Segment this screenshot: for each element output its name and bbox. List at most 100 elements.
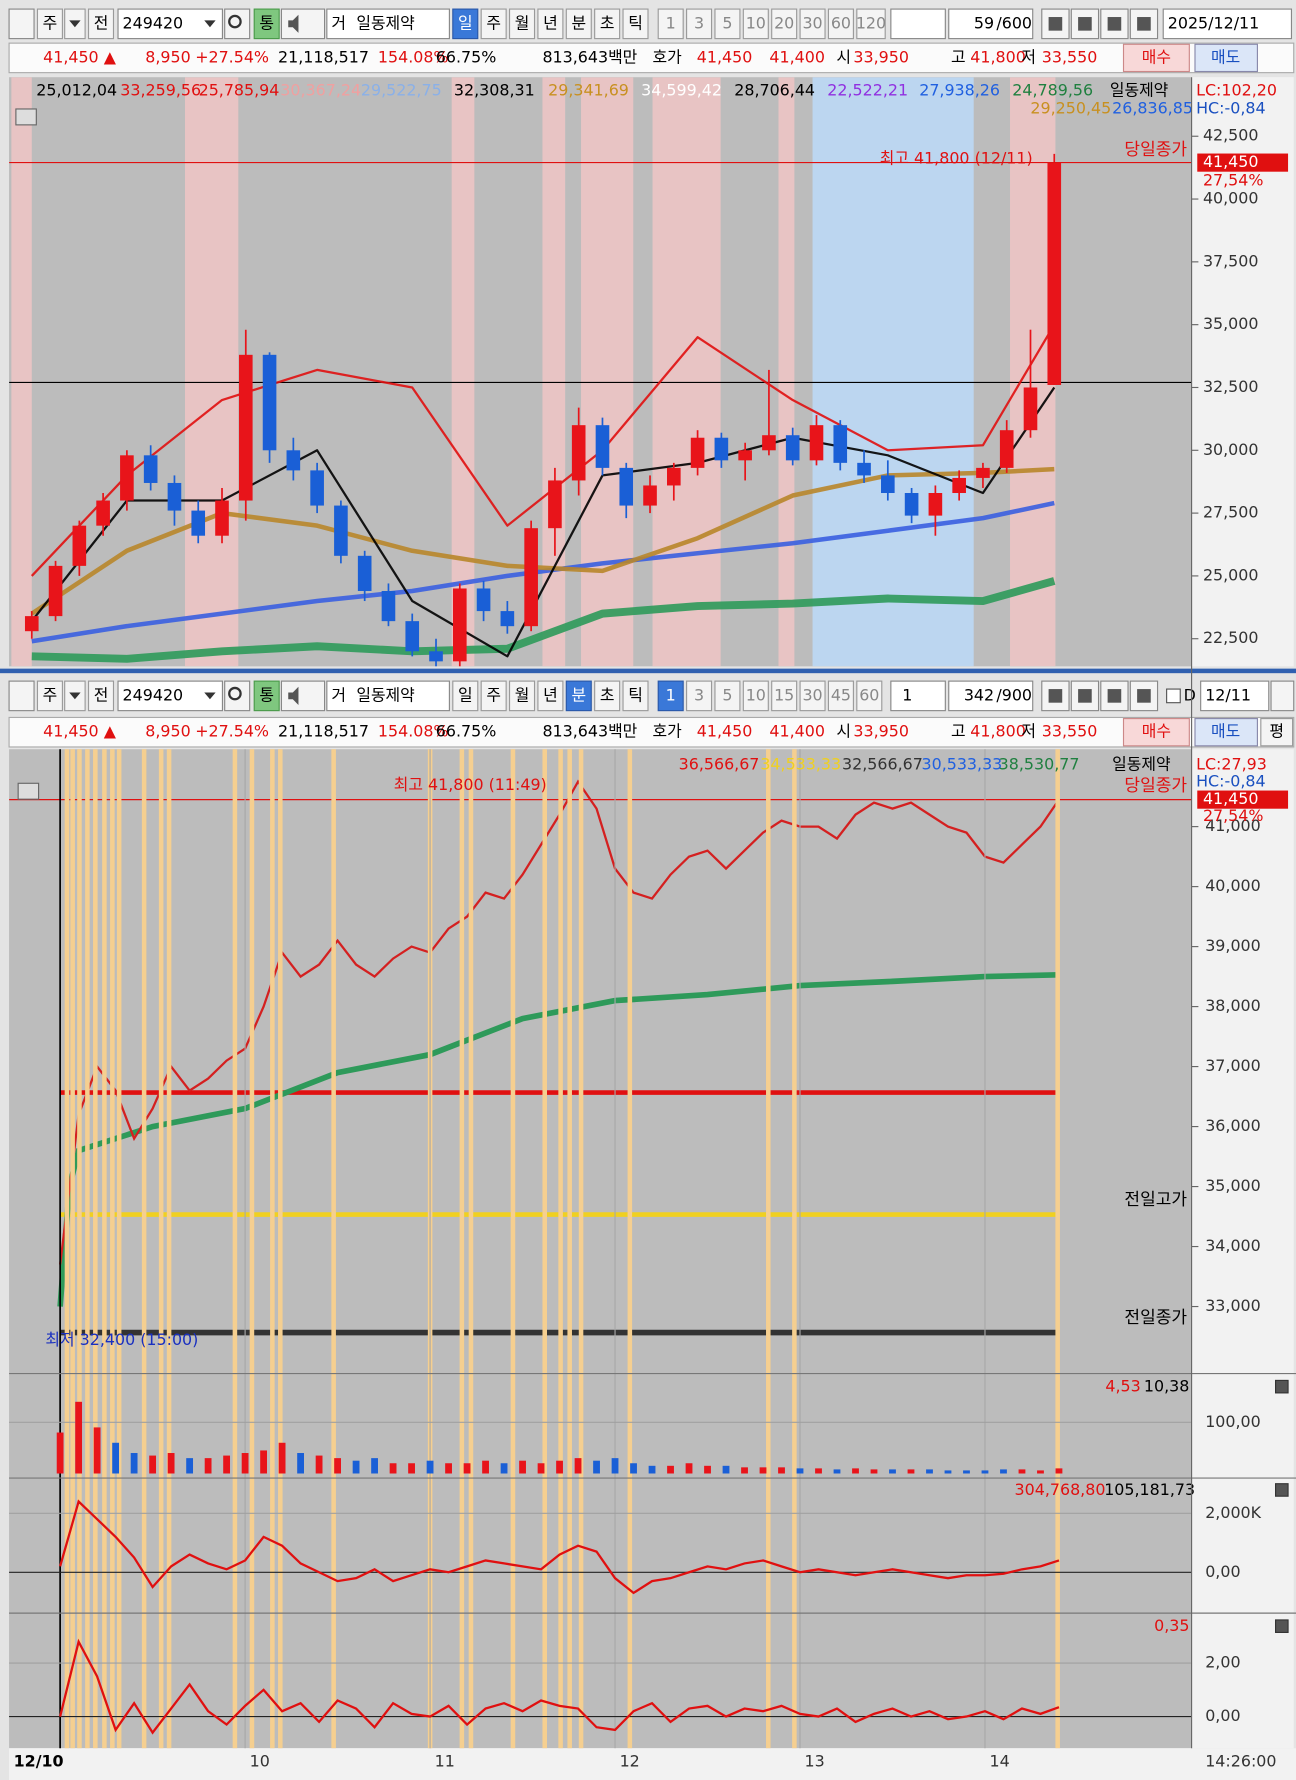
tool-button[interactable] (1041, 8, 1070, 40)
interval-button[interactable] (771, 8, 798, 40)
code-input[interactable] (117, 680, 223, 712)
sell-label[interactable]: 매도 (1211, 722, 1240, 741)
unit-select[interactable] (890, 8, 946, 40)
period-button[interactable] (594, 8, 621, 40)
period-button[interactable] (452, 680, 479, 712)
legend-value: 304,768,80 (1015, 1480, 1106, 1499)
interval-button[interactable] (714, 8, 741, 40)
interval-button[interactable] (686, 680, 713, 712)
buy-button[interactable] (1122, 43, 1190, 73)
period-button[interactable] (480, 8, 507, 40)
info-ask: 41,450 (697, 47, 753, 66)
tool-button[interactable] (1129, 8, 1159, 40)
grid-icon[interactable] (17, 782, 40, 800)
sell-button[interactable] (1194, 43, 1258, 73)
count-max: /900 (996, 685, 1032, 704)
interval-button[interactable] (856, 8, 886, 40)
button-label[interactable]: 주 (43, 685, 58, 704)
period-button[interactable] (565, 8, 592, 40)
sell-label[interactable]: 매도 (1211, 47, 1240, 66)
period-button[interactable] (537, 680, 564, 712)
checkbox[interactable] (1166, 688, 1181, 704)
period-button[interactable] (537, 8, 564, 40)
buy-label[interactable]: 매수 (1142, 47, 1171, 66)
period-button[interactable] (508, 8, 536, 40)
period-button[interactable] (594, 680, 621, 712)
search-button[interactable] (224, 680, 251, 712)
button-label[interactable]: 전 (94, 685, 109, 704)
avg-label[interactable]: 평 (1269, 722, 1284, 741)
interval-button[interactable] (657, 8, 684, 40)
period-button[interactable] (508, 680, 536, 712)
buy-label[interactable]: 매수 (1142, 722, 1171, 741)
menu-icon[interactable] (8, 680, 35, 712)
period-button[interactable] (452, 8, 479, 40)
volume-bar (93, 1427, 101, 1474)
session-band (270, 749, 275, 1749)
interval-label: 10 (746, 685, 766, 704)
legend-value: 36,566,67 (679, 755, 760, 774)
tong-button[interactable] (253, 8, 280, 40)
interval-button[interactable] (742, 680, 769, 712)
info-turnover: 66.75% (436, 722, 497, 741)
button-label[interactable]: 주 (43, 13, 58, 32)
date-input[interactable] (1162, 8, 1293, 40)
stock-name: 일동제약 (356, 13, 414, 32)
interval-button[interactable] (799, 680, 826, 712)
sell-button[interactable] (1194, 718, 1258, 747)
y-tick-label: 25,000 (1203, 565, 1259, 584)
unit-select[interactable] (890, 680, 946, 712)
close-button[interactable] (1275, 1483, 1289, 1497)
volume-bar (500, 1463, 508, 1474)
avg-button[interactable] (1260, 718, 1294, 747)
legend-value: 105,181,73 (1104, 1480, 1195, 1499)
speaker-button[interactable] (280, 8, 326, 40)
blue-band (812, 77, 974, 667)
period-button[interactable] (480, 680, 507, 712)
volume-bar (297, 1453, 304, 1474)
code-input[interactable] (117, 8, 223, 40)
interval-label: 10 (746, 13, 766, 32)
button-label[interactable]: 전 (94, 13, 109, 32)
candle-body (928, 493, 943, 516)
count-input[interactable] (948, 680, 1034, 712)
interval-button[interactable] (714, 680, 741, 712)
period-button[interactable] (622, 680, 649, 712)
interval-button[interactable] (657, 680, 684, 712)
grid-icon[interactable] (15, 108, 37, 126)
close-button[interactable] (1275, 1379, 1289, 1394)
search-button[interactable] (224, 8, 251, 40)
candle-body (429, 651, 443, 662)
last-price-box (1197, 790, 1289, 809)
volume-bar (704, 1465, 711, 1474)
speaker-button[interactable] (280, 680, 326, 712)
y-tick-label: 34,000 (1205, 1236, 1261, 1255)
interval-button[interactable] (856, 680, 883, 712)
calendar-button[interactable] (1270, 680, 1295, 712)
menu-icon[interactable] (8, 8, 35, 40)
volume-bar (741, 1467, 748, 1474)
date-input[interactable] (1200, 680, 1270, 712)
interval-label: 60 (859, 685, 879, 704)
buy-button[interactable] (1122, 718, 1190, 747)
prev-close-label: 전일종가 (1124, 1308, 1187, 1328)
candle-body (24, 616, 39, 632)
y-tick-label: 27,500 (1203, 503, 1259, 522)
interval-button[interactable] (771, 680, 798, 712)
count-input[interactable] (948, 8, 1034, 40)
tong-button[interactable] (253, 680, 280, 712)
interval-button[interactable] (827, 680, 854, 712)
interval-button[interactable] (742, 8, 769, 40)
interval-button[interactable] (686, 8, 713, 40)
period-button[interactable] (565, 680, 592, 712)
interval-button[interactable] (799, 8, 826, 40)
close-button[interactable] (1275, 1619, 1289, 1633)
period-button[interactable] (622, 8, 649, 40)
volume-bar (593, 1460, 600, 1474)
volume-bar (1055, 1468, 1063, 1474)
interval-button[interactable] (827, 8, 854, 40)
time-axis-bg (9, 1748, 1296, 1780)
tool-icon (1078, 689, 1092, 703)
lc-label: LC:102,20 (1196, 80, 1277, 99)
intraday-plot-bg (9, 749, 1192, 1749)
